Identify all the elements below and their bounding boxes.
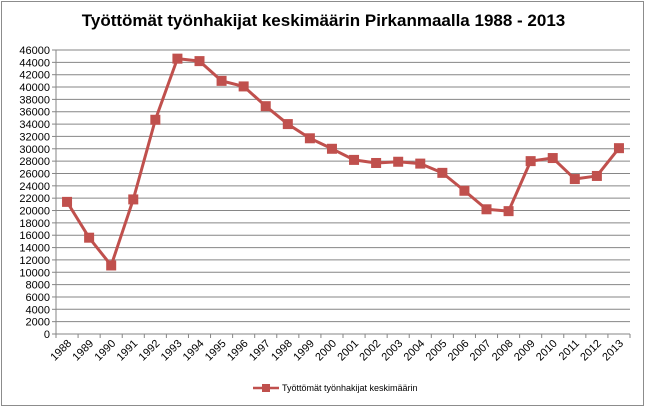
x-tick-label: 2011 — [557, 338, 582, 363]
data-point-marker — [525, 156, 536, 167]
data-point-marker — [62, 196, 73, 207]
data-point-marker — [503, 206, 514, 217]
data-point-marker — [547, 153, 558, 164]
x-tick-label: 1996 — [225, 338, 251, 364]
y-tick-label: 32000 — [19, 131, 50, 143]
data-point-marker — [84, 232, 95, 243]
x-tick-label: 1990 — [93, 338, 119, 364]
y-axis-tick-labels: 0200040006000800010000120001400016000180… — [19, 45, 50, 341]
y-tick-label: 36000 — [19, 107, 50, 119]
y-tick-label: 22000 — [19, 193, 50, 205]
x-tick-label: 1995 — [203, 338, 229, 364]
x-tick-label: 1993 — [159, 338, 185, 364]
x-tick-label: 1998 — [269, 338, 295, 364]
y-tick-label: 14000 — [19, 243, 50, 255]
legend-label: Työttömät työnhakijat keskimäärin — [282, 383, 418, 393]
data-point-marker — [591, 170, 602, 181]
x-tick-label: 2002 — [357, 338, 383, 364]
data-point-marker — [304, 133, 315, 144]
series-layer — [62, 53, 624, 271]
x-tick-label: 2001 — [335, 338, 361, 364]
data-point-marker — [415, 158, 426, 169]
data-point-marker — [194, 56, 205, 67]
data-point-marker — [349, 154, 360, 165]
data-point-marker — [128, 194, 139, 205]
x-tick-label: 2009 — [512, 338, 538, 364]
data-point-marker — [106, 260, 117, 271]
y-tick-label: 12000 — [19, 255, 50, 267]
gridlines — [52, 49, 631, 338]
y-tick-label: 10000 — [19, 267, 50, 279]
x-tick-label: 1994 — [181, 338, 207, 364]
x-tick-label: 2008 — [490, 338, 516, 364]
x-tick-label: 2013 — [600, 338, 626, 364]
y-tick-label: 18000 — [19, 218, 50, 230]
data-point-marker — [569, 174, 580, 185]
y-tick-label: 16000 — [19, 230, 50, 242]
y-tick-label: 2000 — [26, 317, 50, 329]
y-tick-label: 42000 — [19, 70, 50, 82]
y-tick-label: 46000 — [19, 45, 50, 57]
data-point-marker — [238, 81, 249, 92]
y-tick-label: 20000 — [19, 206, 50, 218]
x-tick-label: 2010 — [534, 338, 560, 364]
y-tick-label: 6000 — [26, 292, 50, 304]
x-tick-label: 1988 — [48, 338, 74, 364]
x-tick-label: 1991 — [115, 338, 141, 364]
x-tick-label: 1992 — [137, 338, 163, 364]
data-point-marker — [326, 143, 337, 154]
chart-title: Työttömät työnhakijat keskimäärin Pirkan… — [81, 11, 566, 30]
x-tick-label: 2005 — [424, 338, 450, 364]
x-tick-label: 2006 — [446, 338, 472, 364]
data-point-marker — [393, 156, 404, 167]
legend: Työttömät työnhakijat keskimäärin — [253, 383, 418, 393]
data-point-marker — [481, 204, 492, 215]
x-tick-label: 2003 — [380, 338, 406, 364]
y-tick-label: 34000 — [19, 119, 50, 131]
x-tick-label: 1997 — [247, 338, 273, 364]
x-tick-label: 2004 — [402, 338, 428, 364]
data-point-marker — [282, 119, 293, 130]
y-tick-label: 28000 — [19, 156, 50, 168]
legend-marker-swatch — [262, 384, 270, 392]
y-tick-label: 4000 — [26, 304, 50, 316]
y-tick-label: 38000 — [19, 94, 50, 106]
y-tick-label: 30000 — [19, 144, 50, 156]
x-tick-label: 1989 — [70, 338, 96, 364]
x-tick-label: 2012 — [578, 338, 604, 364]
y-tick-label: 40000 — [19, 82, 50, 94]
data-point-marker — [150, 114, 161, 125]
data-point-marker — [459, 185, 470, 196]
x-tick-label: 2007 — [468, 338, 494, 364]
y-tick-label: 24000 — [19, 181, 50, 193]
y-tick-label: 26000 — [19, 168, 50, 180]
data-point-marker — [371, 157, 382, 168]
data-point-marker — [216, 75, 227, 86]
data-point-marker — [613, 143, 624, 154]
x-axis-tick-labels: 1988198919901991199219931994199519961997… — [48, 338, 626, 364]
data-point-marker — [260, 101, 271, 112]
data-point-marker — [437, 167, 448, 178]
y-tick-label: 0 — [44, 329, 50, 341]
data-point-marker — [172, 53, 183, 64]
x-tick-label: 2000 — [313, 338, 339, 364]
y-tick-label: 8000 — [26, 280, 50, 292]
series-line — [65, 57, 621, 267]
y-tick-label: 44000 — [19, 57, 50, 69]
x-tick-label: 1999 — [291, 338, 317, 364]
